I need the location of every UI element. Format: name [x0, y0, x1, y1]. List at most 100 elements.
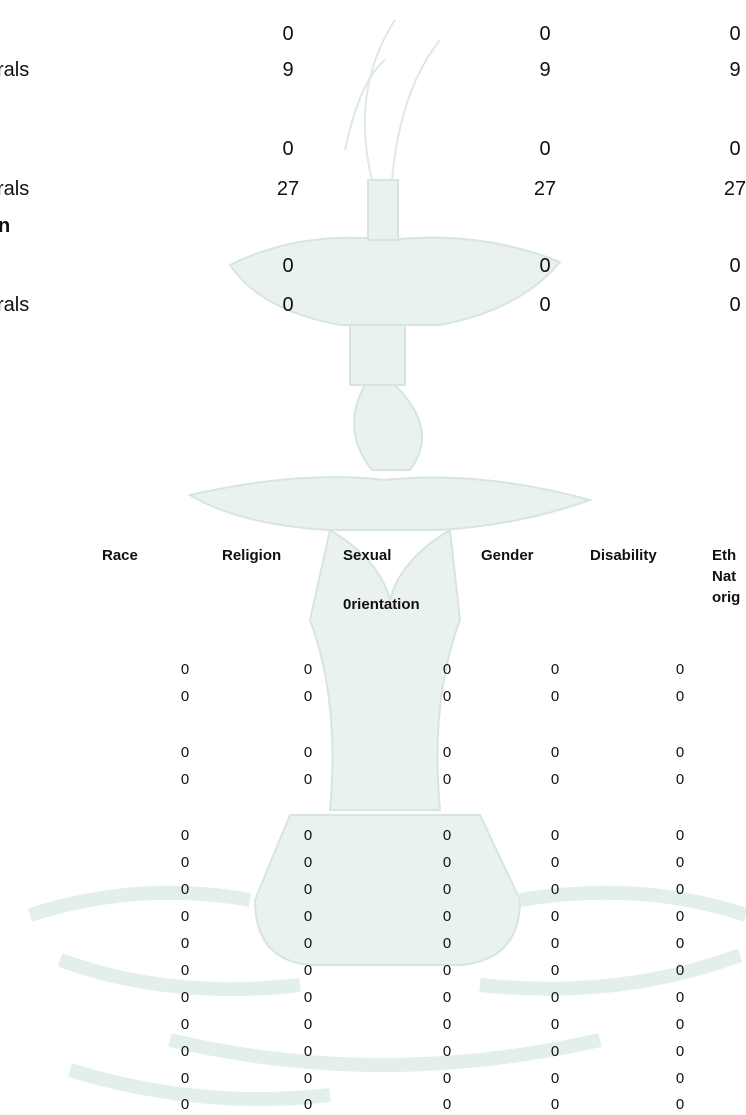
table-cell: 0 — [550, 744, 560, 761]
table-cell: 0 — [180, 1016, 190, 1033]
table-cell: 0 — [442, 827, 452, 844]
table-cell: 0 — [442, 908, 452, 925]
table-cell: 0 — [675, 962, 685, 979]
table-cell: 0 — [675, 935, 685, 952]
table-cell: 0 — [303, 989, 313, 1006]
table-cell: 0 — [442, 1096, 452, 1113]
table-cell: 0 — [442, 1043, 452, 1060]
table-cell: 0 — [550, 962, 560, 979]
column-header: Religion — [222, 547, 282, 564]
table-cell: 0 — [675, 854, 685, 871]
value: 0 — [282, 23, 294, 45]
value: 0 — [282, 255, 294, 277]
table-cell: 0 — [675, 827, 685, 844]
table-cell: 0 — [442, 1016, 452, 1033]
value: 9 — [729, 59, 741, 81]
table-cell: 0 — [442, 935, 452, 952]
value: 27 — [533, 178, 557, 200]
value: 0 — [729, 138, 741, 160]
value: 27 — [723, 178, 746, 200]
table-cell: 0 — [180, 771, 190, 788]
table-cell: 0 — [675, 744, 685, 761]
table-cell: 0 — [303, 661, 313, 678]
table-cell: 0 — [303, 688, 313, 705]
row-label: rals — [0, 59, 30, 81]
value: 0 — [539, 255, 551, 277]
table-cell: 0 — [550, 854, 560, 871]
table-cell: 0 — [303, 962, 313, 979]
table-cell: 0 — [180, 881, 190, 898]
table-cell: 0 — [303, 1096, 313, 1113]
section-heading: n — [0, 215, 11, 237]
table-cell: 0 — [303, 881, 313, 898]
value: 0 — [539, 294, 551, 316]
column-header: Disability — [590, 547, 657, 564]
value: 0 — [282, 138, 294, 160]
table-cell: 0 — [180, 661, 190, 678]
table-cell: 0 — [442, 744, 452, 761]
table-cell: 0 — [180, 827, 190, 844]
table-cell: 0 — [675, 771, 685, 788]
column-header: 0rientation — [343, 596, 420, 613]
value: 9 — [282, 59, 294, 81]
value: 27 — [276, 178, 300, 200]
value: 0 — [539, 23, 551, 45]
table-cell: 0 — [442, 771, 452, 788]
table-cell: 0 — [550, 688, 560, 705]
table-cell: 0 — [442, 688, 452, 705]
table-cell: 0 — [550, 661, 560, 678]
table-cell: 0 — [550, 1096, 560, 1113]
table-cell: 0 — [180, 688, 190, 705]
table-cell: 0 — [675, 1043, 685, 1060]
table-cell: 0 — [675, 1096, 685, 1113]
table-cell: 0 — [550, 881, 560, 898]
row-label: rals — [0, 178, 30, 200]
table-cell: 0 — [550, 1070, 560, 1087]
table-cell: 0 — [180, 935, 190, 952]
table-cell: 0 — [303, 771, 313, 788]
column-header: Nat — [712, 568, 737, 585]
table-cell: 0 — [675, 881, 685, 898]
table-cell: 0 — [303, 935, 313, 952]
value: 0 — [729, 294, 741, 316]
table-cell: 0 — [675, 1016, 685, 1033]
table-cell: 0 — [675, 989, 685, 1006]
table-cell: 0 — [442, 962, 452, 979]
table-cell: 0 — [550, 1016, 560, 1033]
column-header: orig — [712, 589, 741, 606]
value: 0 — [729, 255, 741, 277]
table-cell: 0 — [550, 827, 560, 844]
table-cell: 0 — [442, 854, 452, 871]
table-cell: 0 — [180, 908, 190, 925]
table-cell: 0 — [550, 989, 560, 1006]
table-cell: 0 — [303, 854, 313, 871]
value: 0 — [729, 23, 741, 45]
table-cell: 0 — [303, 1043, 313, 1060]
table-cell: 0 — [180, 962, 190, 979]
table-cell: 0 — [675, 688, 685, 705]
table-cell: 0 — [180, 1070, 190, 1087]
row-label: rals — [0, 294, 30, 316]
table-cell: 0 — [442, 661, 452, 678]
table-cell: 0 — [303, 1016, 313, 1033]
table-cell: 0 — [180, 854, 190, 871]
table-cell: 0 — [303, 908, 313, 925]
table-cell: 0 — [180, 744, 190, 761]
value: 0 — [282, 294, 294, 316]
table-cell: 0 — [442, 1070, 452, 1087]
table-cell: 0 — [550, 935, 560, 952]
table-cell: 0 — [550, 771, 560, 788]
table-cell: 0 — [303, 744, 313, 761]
table-cell: 0 — [180, 1043, 190, 1060]
table-cell: 0 — [303, 827, 313, 844]
column-header: Eth — [712, 547, 737, 564]
table-cell: 0 — [675, 661, 685, 678]
value: 0 — [539, 138, 551, 160]
table-cell: 0 — [675, 1070, 685, 1087]
value: 9 — [539, 59, 551, 81]
table-cell: 0 — [550, 1043, 560, 1060]
column-header: Sexual — [343, 547, 392, 564]
table-cell: 0 — [180, 1096, 190, 1113]
